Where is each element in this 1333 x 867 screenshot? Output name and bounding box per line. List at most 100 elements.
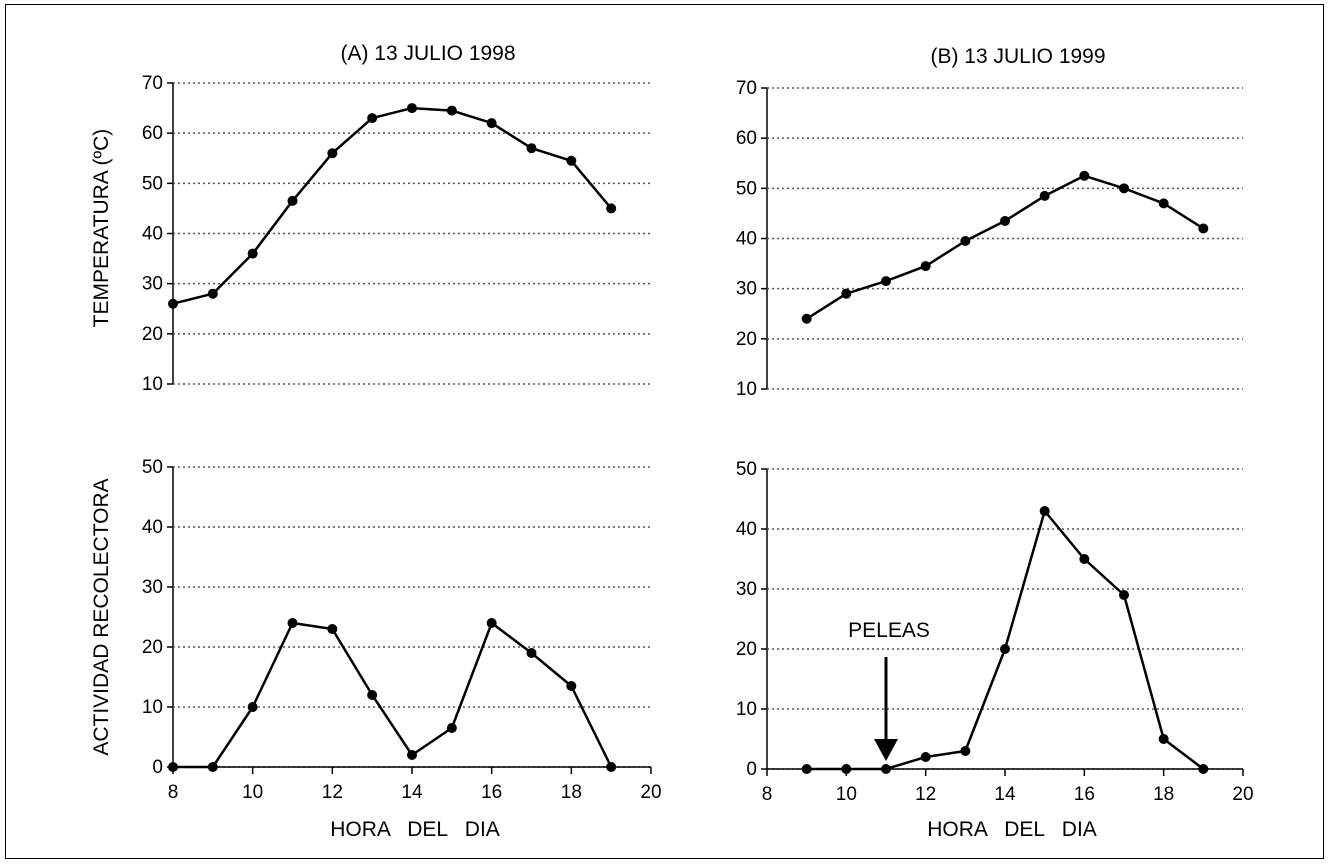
- y-tick-label: 40: [142, 224, 163, 245]
- y-tick-label: 70: [736, 78, 757, 99]
- y-tick-label: 20: [736, 639, 757, 660]
- data-point: [1158, 734, 1169, 744]
- y-tick-label: 40: [736, 229, 757, 250]
- data-point: [407, 750, 417, 760]
- data-point: [1000, 215, 1010, 226]
- data-point: [526, 143, 537, 154]
- chart-title: (B) 13 JULIO 1999: [930, 45, 1105, 68]
- x-tick-label: 12: [322, 782, 343, 803]
- data-point: [446, 105, 457, 116]
- data-point: [526, 648, 537, 658]
- data-point: [920, 752, 931, 762]
- series-line: [172, 106, 613, 305]
- y-tick-label: 60: [736, 128, 757, 149]
- data-point: [801, 764, 812, 774]
- y-axis-label-temperature: TEMPERATURA (ºC): [90, 129, 113, 328]
- data-point: [566, 155, 577, 166]
- data-point: [486, 618, 497, 628]
- x-tick-label: 18: [561, 782, 582, 803]
- y-tick-label: 50: [142, 173, 163, 194]
- x-tick-label: 14: [994, 784, 1016, 805]
- chart-temp-1999: (B) 13 JULIO 1999 10 20 30 40 50 60 70: [736, 45, 1243, 400]
- x-axis-label: HORA DEL DIA: [330, 818, 500, 841]
- y-tick-label: 20: [736, 329, 757, 350]
- y-tick-label: 60: [142, 123, 163, 144]
- y-tick-label: 0: [746, 759, 757, 780]
- data-point: [486, 118, 497, 129]
- y-tick-label: 40: [142, 517, 163, 538]
- data-point: [881, 276, 891, 287]
- chart-temp-1998: (A) 13 JULIO 1998 10 20 30 40 50 60 70: [142, 42, 651, 395]
- chart-activity-1998: 0 10 20 30 40 50 8 10 12 14 16 18 20 HORA DEL DIA: [142, 457, 662, 841]
- y-tick-label: 30: [736, 579, 757, 600]
- y-tick-label: 30: [142, 274, 163, 295]
- y-tick-label: 30: [142, 577, 163, 598]
- data-point: [446, 723, 457, 733]
- data-point: [367, 690, 378, 700]
- x-tick-label: 16: [1074, 784, 1095, 805]
- figure-frame: [5, 4, 1324, 859]
- y-axis-label-activity: ACTIVIDAD RECOLECTORA: [90, 478, 113, 755]
- y-tick-label: 20: [142, 637, 163, 658]
- data-point: [327, 624, 338, 634]
- y-tick-label: 30: [736, 279, 757, 300]
- data-point: [1039, 190, 1050, 201]
- data-point: [920, 261, 931, 272]
- data-point: [1079, 170, 1090, 181]
- data-point: [881, 764, 891, 774]
- data-point: [1079, 554, 1090, 564]
- data-point: [841, 764, 852, 774]
- y-tick-label: 10: [736, 699, 757, 720]
- y-tick-label: 70: [142, 73, 163, 94]
- y-tick-label: 0: [152, 757, 163, 778]
- data-point: [407, 103, 417, 114]
- x-tick-label: 20: [1232, 784, 1253, 805]
- data-point: [606, 203, 617, 214]
- x-tick-label: 16: [481, 782, 502, 803]
- data-point: [168, 298, 178, 309]
- data-point: [1000, 644, 1010, 654]
- y-tick-label: 10: [736, 379, 757, 400]
- data-point: [207, 762, 218, 772]
- data-point: [1158, 198, 1169, 209]
- x-tick-label: 10: [836, 784, 857, 805]
- data-point: [287, 195, 298, 206]
- x-tick-label: 14: [401, 782, 423, 803]
- series-line: [173, 621, 613, 769]
- data-point: [1198, 223, 1209, 234]
- data-point: [1119, 590, 1129, 600]
- data-point: [1198, 764, 1209, 774]
- data-point: [801, 313, 812, 324]
- data-point: [960, 236, 971, 247]
- data-point: [247, 248, 258, 259]
- data-point: [1039, 506, 1050, 516]
- y-tick-label: 20: [142, 324, 163, 345]
- series-line: [806, 174, 1204, 320]
- annotation-arrow-head: [874, 739, 898, 761]
- x-tick-label: 12: [915, 784, 936, 805]
- y-tick-label: 50: [736, 178, 757, 199]
- data-point: [566, 681, 577, 691]
- data-point: [207, 288, 218, 299]
- data-point: [367, 113, 378, 124]
- chart-activity-1999: 0 10 20 30 40 50 8 10 12 14 16 18 20 HORA DEL DIA PELE…: [736, 459, 1254, 841]
- y-tick-label: 50: [142, 457, 163, 478]
- y-tick-label: 10: [142, 374, 163, 395]
- data-point: [1119, 183, 1129, 194]
- data-point: [606, 762, 617, 772]
- data-point: [287, 618, 298, 628]
- x-tick-label: 20: [640, 782, 661, 803]
- data-point: [841, 288, 852, 299]
- data-point: [327, 148, 338, 159]
- annotation-label: PELEAS: [848, 619, 930, 642]
- x-tick-label: 10: [242, 782, 263, 803]
- x-tick-label: 8: [762, 784, 773, 805]
- y-tick-label: 10: [142, 697, 163, 718]
- chart-title: (A) 13 JULIO 1998: [340, 42, 515, 65]
- x-tick-label: 18: [1153, 784, 1174, 805]
- y-tick-label: 40: [736, 519, 757, 540]
- data-point: [247, 702, 258, 712]
- x-axis-label: HORA DEL DIA: [927, 818, 1097, 841]
